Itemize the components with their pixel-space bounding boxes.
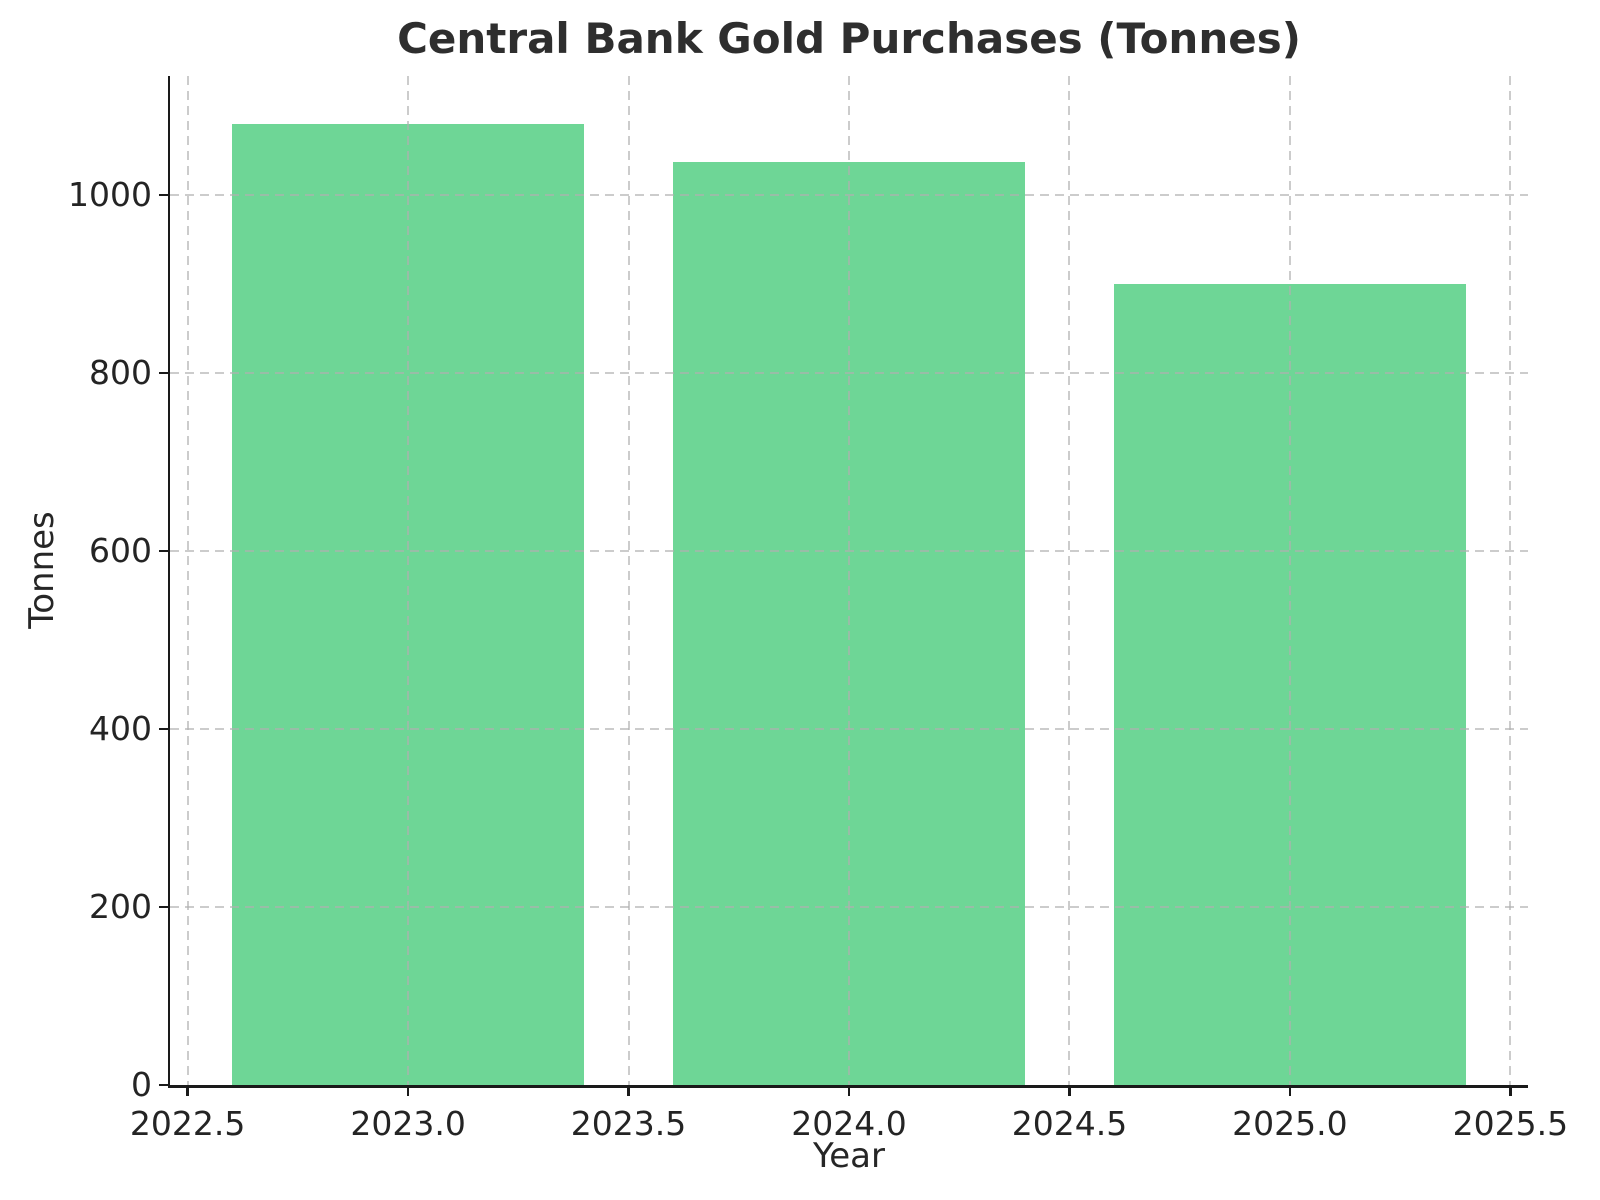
gridline-x-2023 [407,76,410,1085]
x-tick-label-2023: 2023.0 [350,1104,466,1143]
y-tick-400 [159,727,168,731]
x-tick-2022.5 [186,1087,189,1096]
x-tick-2025 [1288,1087,1292,1096]
gridline-x-2023.5 [627,76,630,1085]
y-tick-800 [159,371,168,375]
x-axis-spine [167,1085,1528,1088]
gridline-x-2024 [848,76,850,1085]
y-tick-label-0: 0 [131,1065,152,1104]
gridline-x-2025.5 [1509,76,1512,1085]
x-tick-2023 [406,1087,410,1096]
chart-title: Central Bank Gold Purchases (Tonnes) [397,14,1301,63]
y-axis-label: Tonnes [22,511,62,629]
gridline-x-2025 [1288,76,1291,1085]
y-tick-1000 [159,193,168,197]
y-tick-label-600: 600 [89,531,152,571]
x-tick-2024 [847,1087,851,1096]
y-axis-spine [167,76,170,1088]
x-tick-label-2022.5: 2022.5 [129,1104,246,1143]
x-tick-2024.5 [1068,1087,1071,1096]
x-tick-label-2024.5: 2024.5 [1011,1104,1128,1143]
x-axis-label: Year [813,1136,885,1176]
x-tick-label-2023.5: 2023.5 [570,1104,687,1143]
x-tick-label-2024: 2024.0 [791,1104,907,1143]
y-tick-0 [159,1083,168,1087]
y-tick-label-400: 400 [89,709,152,749]
gridline-x-2022.5 [186,76,189,1085]
y-tick-label-800: 800 [89,353,152,393]
x-tick-2023.5 [627,1087,630,1096]
x-tick-2025.5 [1509,1087,1512,1096]
y-tick-600 [159,549,168,553]
plot-area: 0 200 400 600 800 1000 2022.5 2023.0 2023.5 2024.… [68,76,1568,1143]
y-tick-200 [159,905,168,909]
x-tick-label-2025.5: 2025.5 [1452,1104,1569,1143]
y-tick-label-1000: 1000 [68,175,152,215]
x-tick-label-2025: 2025.0 [1232,1104,1348,1143]
gridline-x-2024.5 [1068,76,1071,1085]
y-tick-label-200: 200 [89,887,152,927]
